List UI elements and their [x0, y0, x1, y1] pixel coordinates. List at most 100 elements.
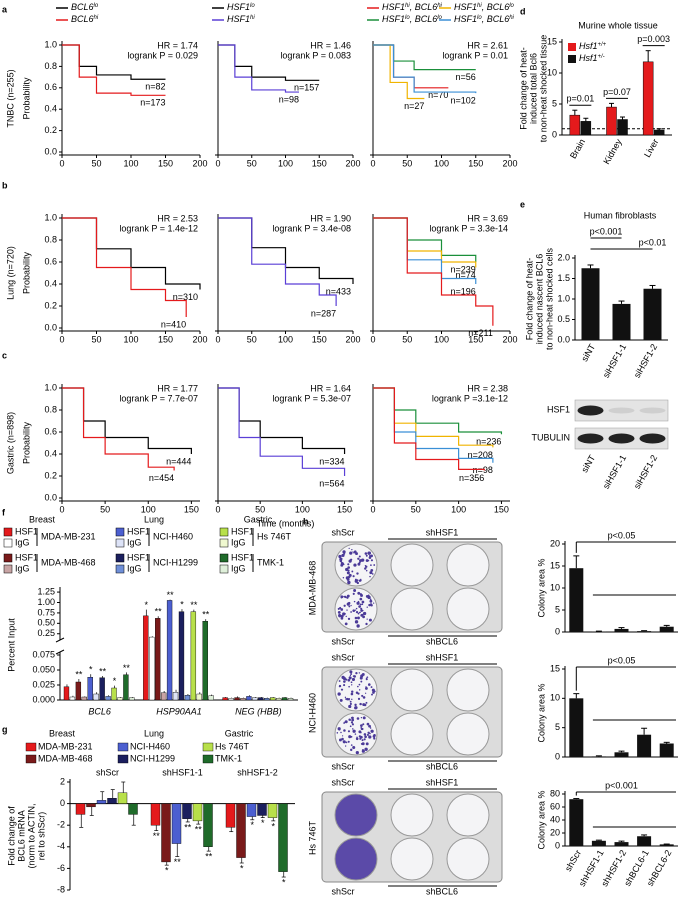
x-tick-label: shHSF1-1 [162, 767, 203, 777]
x-tick-label: 100 [434, 158, 449, 168]
colony [372, 602, 375, 604]
colony [357, 557, 360, 560]
colony [358, 555, 361, 558]
n-label: n=454 [149, 473, 174, 483]
y-tick-label: 0.2 [44, 125, 57, 135]
x-tick-label: 150 [337, 504, 352, 514]
colony [369, 732, 371, 735]
colony [367, 551, 371, 555]
x-tick-label: 100 [123, 334, 138, 344]
bar [264, 698, 270, 701]
survival-curve [373, 387, 485, 471]
bar [99, 677, 105, 701]
bar [105, 696, 111, 701]
x-tick-label: 100 [141, 504, 156, 514]
survival-curve [373, 44, 425, 100]
colony [340, 731, 342, 734]
colony [356, 624, 360, 628]
logrank-p: logrank P = 3.3e-14 [429, 223, 508, 233]
legend-part: lo [509, 3, 514, 9]
colony [354, 703, 357, 707]
significance: * [271, 821, 275, 831]
colony [351, 728, 354, 730]
y-tick-label: 20 [550, 827, 560, 837]
colony [351, 690, 354, 693]
legend-label: Hs 746T [215, 741, 250, 751]
n-label: n=287 [311, 308, 336, 318]
n-label: n=211 [468, 328, 493, 338]
colony [364, 692, 367, 694]
n-label: n=82 [145, 82, 165, 92]
colony [351, 718, 355, 722]
bar [81, 696, 87, 701]
colony [373, 564, 376, 566]
significance: ** [155, 607, 163, 617]
x-tick-label: NEG (HBB) [235, 706, 282, 716]
colony [362, 611, 367, 616]
colony [362, 716, 366, 720]
legend-swatch [568, 43, 576, 51]
colony [360, 609, 363, 612]
colony [347, 580, 351, 585]
y-tick-label: 1.0 [44, 212, 57, 222]
y-tick-label: 0.025 [32, 679, 55, 689]
panel-title: Murine whole tissue [578, 20, 658, 30]
colony [356, 717, 360, 720]
n-label: n=444 [166, 456, 191, 466]
legend-swatch [219, 564, 229, 574]
y-axis-label: to non-heat shocked tissue [538, 35, 548, 143]
survival-curve [373, 217, 494, 326]
legend-label: BCL6hi [71, 14, 99, 24]
y-tick-label: 0.5 [557, 314, 570, 324]
colony [346, 609, 348, 611]
colony [366, 722, 370, 726]
panel-label: f [2, 507, 6, 517]
colony [349, 676, 351, 678]
legend-part: , BCL6 [482, 14, 510, 24]
y-tick-label: 2.0 [557, 252, 570, 262]
y-tick-label: 15 [550, 560, 560, 570]
legend-part: hi [94, 15, 99, 21]
legend-label: HSF1lo, BCL6lo [382, 14, 443, 24]
colony [350, 673, 353, 675]
x-tick-label: siHSF1-2 [632, 342, 659, 379]
colony [337, 692, 341, 696]
x-tick-label: 0 [370, 158, 375, 168]
survival-curve [62, 387, 175, 471]
colony [348, 547, 350, 550]
n-label: n=564 [319, 478, 344, 488]
y-tick-label: 1.0 [44, 39, 57, 49]
colony [351, 723, 355, 726]
colony [369, 598, 372, 601]
colony [348, 573, 352, 577]
colony [353, 600, 356, 603]
legend-label: NCI-H1299 [153, 557, 198, 567]
colony [340, 688, 344, 691]
significance: ** [205, 851, 213, 861]
colony [358, 672, 361, 674]
n-label: n=334 [319, 456, 344, 466]
y-axis-label: BCL6 mRNA [16, 810, 26, 862]
legend-label: Hsf1+/+ [579, 41, 607, 51]
colony [368, 603, 371, 607]
y-tick-label: 0 [60, 798, 65, 808]
y-tick-label: 20 [550, 538, 560, 548]
colony [346, 697, 349, 701]
y-tick-label: -2 [57, 820, 65, 830]
x-tick-label: 0 [59, 334, 64, 344]
colony [345, 678, 348, 681]
legend-label: HSF1 [15, 526, 38, 536]
bar [202, 621, 208, 701]
n-label: n=173 [140, 98, 165, 108]
n-label: n=74 [455, 270, 475, 280]
colony [339, 698, 343, 702]
colony [361, 694, 364, 697]
panel-label: h [303, 516, 309, 526]
y-tick-label: 10 [550, 582, 560, 592]
x-tick-label: 50 [91, 334, 101, 344]
colony [368, 683, 371, 686]
colony [353, 551, 355, 554]
colony [357, 697, 361, 700]
colony [340, 608, 344, 611]
colony [352, 609, 356, 613]
